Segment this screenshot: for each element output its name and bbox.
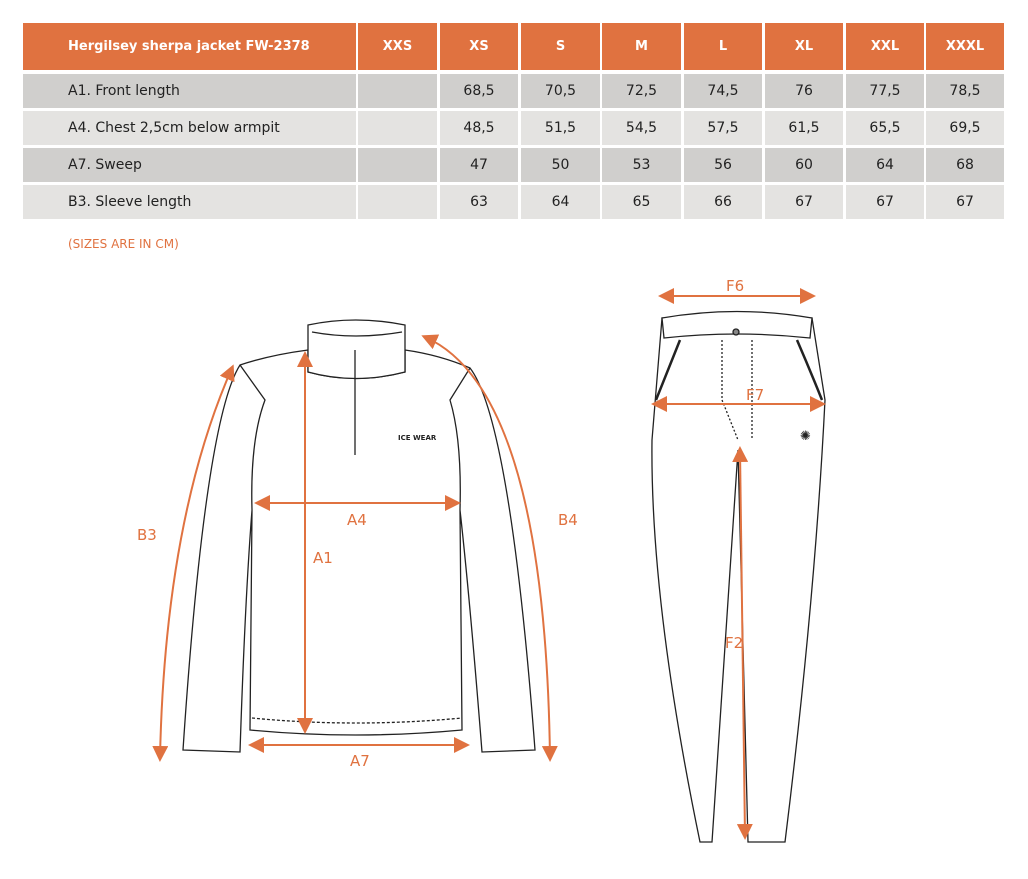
f2-arrow xyxy=(732,446,753,840)
measurement-cell: 48,5 xyxy=(440,111,518,145)
measurement-cell: 66 xyxy=(684,185,762,219)
measurement-cell: 67 xyxy=(765,185,843,219)
measurement-cell: 67 xyxy=(846,185,924,219)
measurement-cell: 57,5 xyxy=(684,111,762,145)
measurement-cell xyxy=(358,185,437,219)
measurement-cell: 69,5 xyxy=(926,111,1004,145)
size-header: L xyxy=(684,23,762,70)
b3-label: B3 xyxy=(137,526,157,544)
measurement-cell: 76 xyxy=(765,74,843,108)
measurement-cell xyxy=(358,74,437,108)
b4-label: B4 xyxy=(558,511,578,529)
table-title: Hergilsey sherpa jacket FW-2378 xyxy=(23,23,356,70)
measurement-cell: 74,5 xyxy=(684,74,762,108)
measurement-cell: 68,5 xyxy=(440,74,518,108)
measurement-cell: 50 xyxy=(521,148,600,182)
measurement-cell: 70,5 xyxy=(521,74,600,108)
measurement-cell: 56 xyxy=(684,148,762,182)
measurement-cell: 54,5 xyxy=(602,111,681,145)
f2-label: F2 xyxy=(725,634,743,652)
measurement-cell: 60 xyxy=(765,148,843,182)
logo-text: ICE WEAR xyxy=(398,434,437,442)
measurement-cell: 68 xyxy=(926,148,1004,182)
row-label: A7. Sweep xyxy=(23,148,356,182)
row-label: A4. Chest 2,5cm below armpit xyxy=(23,111,356,145)
f7-label: F7 xyxy=(746,386,764,404)
measurement-cell xyxy=(358,111,437,145)
size-header: XXL xyxy=(846,23,924,70)
size-header: S xyxy=(521,23,600,70)
measurement-cell xyxy=(358,148,437,182)
measurement-cell: 51,5 xyxy=(521,111,600,145)
snowflake-logo-icon: ✺ xyxy=(800,429,811,444)
a4-label: A4 xyxy=(347,511,367,529)
size-header: XXXL xyxy=(926,23,1004,70)
a7-label: A7 xyxy=(350,752,370,770)
size-header: M xyxy=(602,23,681,70)
measurement-cell: 64 xyxy=(846,148,924,182)
measurement-cell: 63 xyxy=(440,185,518,219)
measurement-cell: 64 xyxy=(521,185,600,219)
measurement-cell: 61,5 xyxy=(765,111,843,145)
measurement-cell: 47 xyxy=(440,148,518,182)
row-label: A1. Front length xyxy=(23,74,356,108)
measurement-cell: 65 xyxy=(602,185,681,219)
f6-label: F6 xyxy=(726,277,744,295)
measurement-cell: 77,5 xyxy=(846,74,924,108)
measure-arrows xyxy=(152,288,826,840)
pants-drawing: ✺ xyxy=(651,310,826,843)
jacket-drawing: ICE WEAR xyxy=(182,319,536,753)
row-label: B3. Sleeve length xyxy=(23,185,356,219)
measurement-cell: 72,5 xyxy=(602,74,681,108)
b4-arrow xyxy=(421,334,558,762)
measurement-cell: 67 xyxy=(926,185,1004,219)
measurement-cell: 53 xyxy=(602,148,681,182)
b3-arrow xyxy=(152,364,235,762)
measurement-cell: 65,5 xyxy=(846,111,924,145)
units-note: (SIZES ARE IN CM) xyxy=(68,237,179,251)
size-header: XS xyxy=(440,23,518,70)
a1-label: A1 xyxy=(313,549,333,567)
measurement-cell: 78,5 xyxy=(926,74,1004,108)
size-header: XXS xyxy=(358,23,437,70)
size-header: XL xyxy=(765,23,843,70)
